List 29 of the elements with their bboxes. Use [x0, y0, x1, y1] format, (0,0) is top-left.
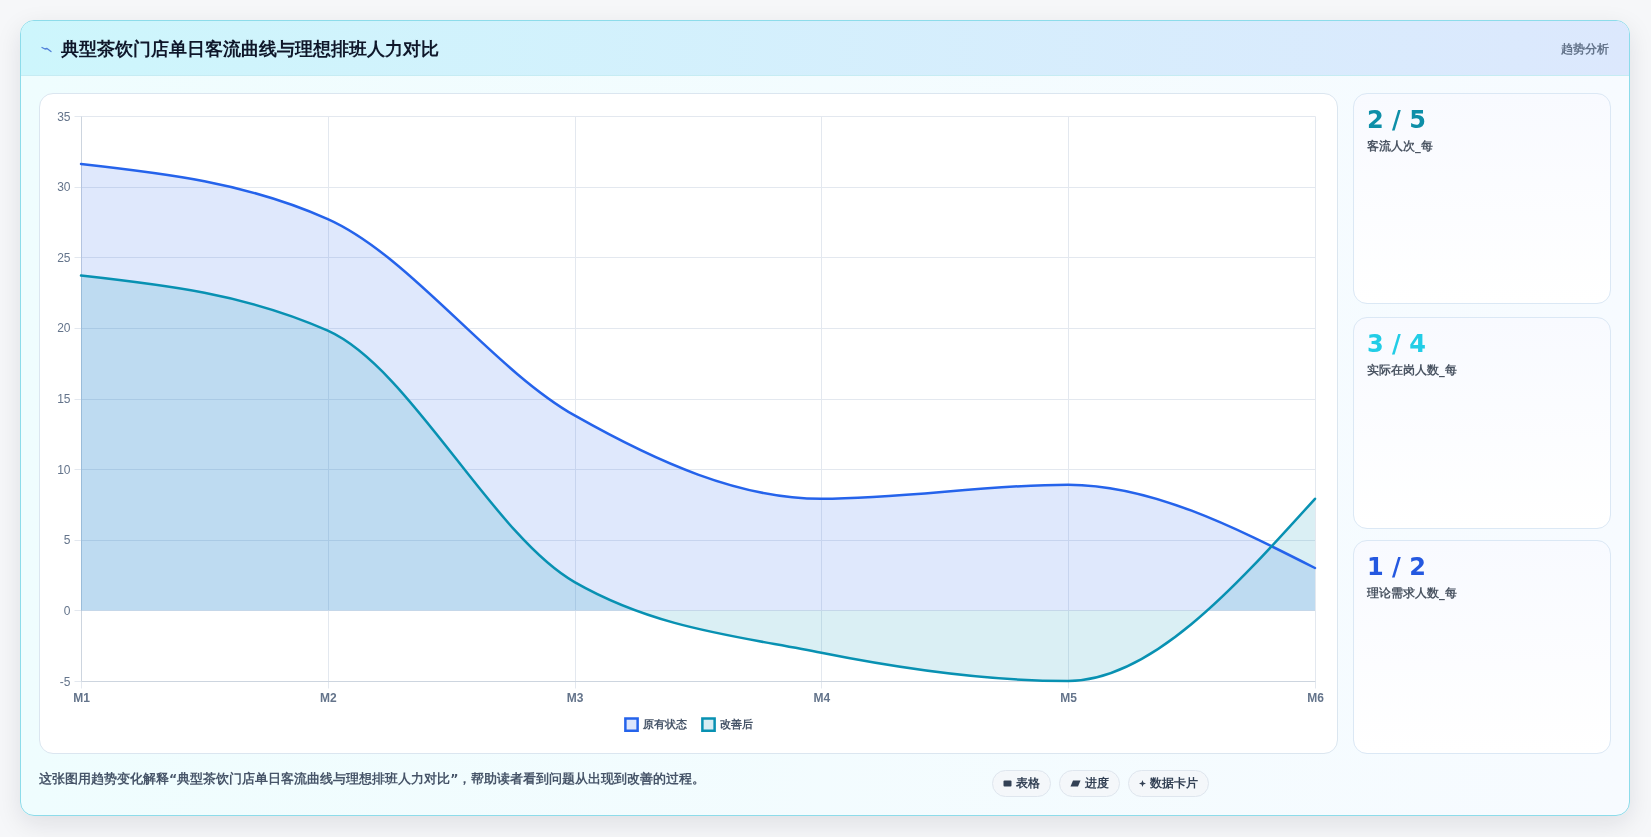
- y-tick-label: 30: [57, 180, 71, 195]
- y-tick-label: 15: [57, 392, 71, 406]
- text: 1 / 2: [1367, 553, 1426, 581]
- text: 进度: [1085, 776, 1109, 791]
- text: 数据卡片: [1150, 776, 1198, 791]
- legend-label: 原有状态: [642, 717, 688, 730]
- text: 3 / 4: [1367, 330, 1426, 358]
- y-tick-label: -5: [59, 674, 71, 689]
- x-tick-label: M3: [566, 690, 584, 705]
- x-tick-label: M4: [813, 690, 831, 705]
- text: 这张图用趋势变化解释“典型茶饮门店单日客流曲线与理想排班人力对比”，帮助读者看到问题从出现到改善的过程。: [39, 770, 706, 788]
- y-tick-label: 5: [63, 533, 71, 548]
- text: 2 / 5: [1367, 106, 1426, 134]
- x-tick-label: M2: [319, 690, 337, 705]
- y-tick-label: 0: [63, 603, 71, 618]
- y-tick-label: 25: [57, 250, 71, 265]
- y-tick-label: 35: [57, 109, 71, 124]
- chart-title: 典型茶饮门店单日客流曲线与理想排班人力对比: [61, 37, 439, 61]
- x-tick-label: M6: [1307, 690, 1325, 705]
- text: 实际在岗人数_每: [1367, 362, 1457, 378]
- legend-label: 改善后: [720, 717, 753, 730]
- text: 趋势分析: [1561, 41, 1609, 58]
- text: 理论需求人数_每: [1367, 585, 1457, 601]
- x-tick-label: M5: [1060, 690, 1078, 705]
- y-tick-label: 10: [57, 462, 71, 477]
- text: 客流人次_每: [1367, 138, 1433, 154]
- y-tick-label: 20: [57, 321, 71, 336]
- x-tick-label: M1: [73, 690, 91, 705]
- text: 表格: [1016, 776, 1040, 791]
